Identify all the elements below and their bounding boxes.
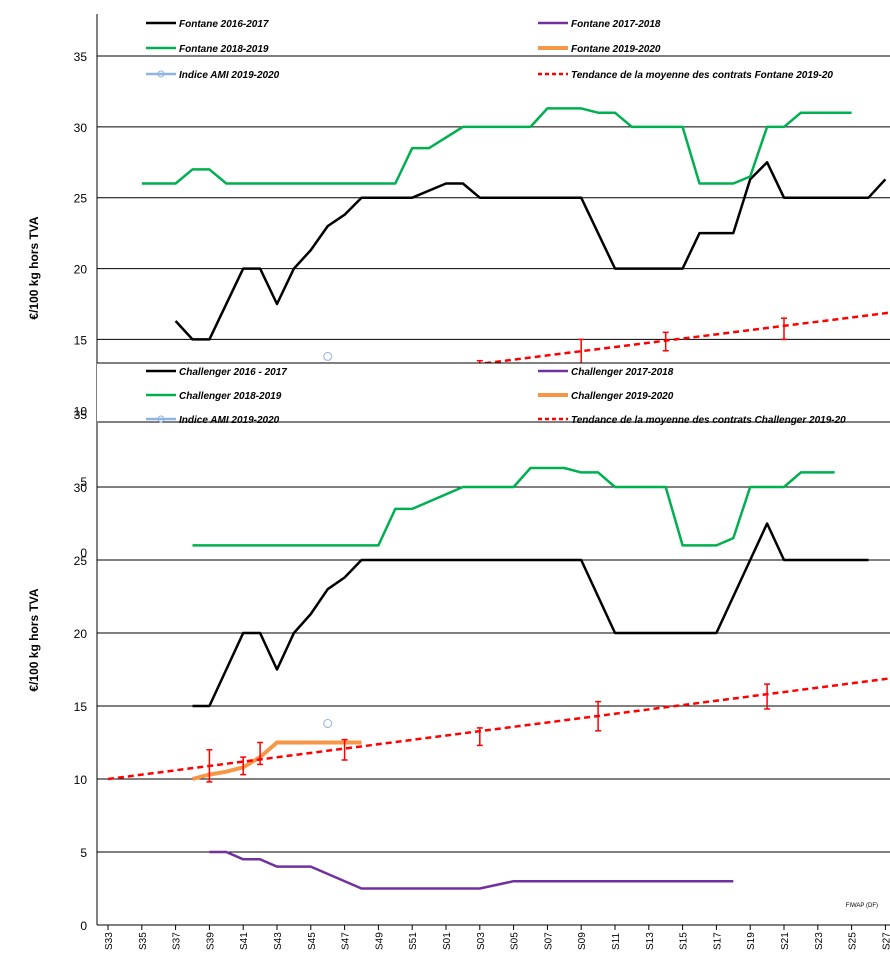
ami-point — [323, 719, 333, 729]
x-tick-label: S35 — [138, 932, 149, 950]
series-line — [191, 740, 362, 781]
legend-label: Challenger 2018-2019 — [179, 391, 282, 402]
legend-box — [97, 363, 890, 423]
series-line — [107, 677, 890, 781]
y-tick-label: 30 — [74, 121, 88, 135]
legend-marker — [157, 415, 165, 423]
legend-label: Fontane 2019-2020 — [571, 44, 661, 55]
y-tick-label: 5 — [80, 846, 87, 860]
y-tick-label: 15 — [74, 333, 88, 347]
ami-point — [323, 351, 333, 361]
y-tick-label: 0 — [80, 919, 87, 933]
y-tick-label: 10 — [74, 404, 88, 418]
y-tick-label: 25 — [74, 554, 88, 568]
x-tick-label: S27 — [881, 932, 890, 950]
y-tick-label: 0 — [80, 546, 87, 560]
x-tick-label: S03 — [476, 932, 487, 950]
fontane-chart: 0 5 10 15 20 25 30 35 €/100 kg hors TVA Fontane 2… — [27, 14, 890, 560]
series-line — [260, 311, 890, 390]
x-tick-label: S13 — [645, 932, 656, 950]
x-tick-label: S23 — [814, 932, 825, 950]
legend-label: Challenger 2017-2018 — [571, 367, 674, 378]
legend-label: Challenger 2019-2020 — [571, 391, 674, 402]
x-tick-label: S19 — [746, 932, 757, 950]
y-tick-label: 20 — [74, 263, 88, 277]
x-tick-label: S41 — [239, 932, 250, 950]
x-tick-label: S51 — [408, 932, 419, 950]
x-tick-label: S01 — [442, 932, 453, 950]
series-line — [209, 850, 734, 890]
x-tick-label: S33 — [104, 932, 115, 950]
y-tick-label: 20 — [74, 627, 88, 641]
x-tick-label: S05 — [510, 932, 521, 950]
x-tick-label: S11 — [611, 933, 622, 950]
series-line — [174, 161, 887, 341]
legend-label: Indice AMI 2019-2020 — [179, 70, 280, 81]
legend-label: Fontane 2016-2017 — [179, 19, 269, 30]
legend-label: Indice AMI 2019-2020 — [179, 415, 280, 426]
series-line — [141, 107, 852, 185]
y-tick-label: 5 — [80, 475, 87, 489]
x-tick-label: S49 — [374, 932, 385, 950]
legend-label: Tendance de la moyenne des contrats Font… — [571, 70, 833, 81]
y-tick-label: 35 — [74, 408, 88, 422]
x-tick-label: S39 — [205, 932, 216, 950]
x-tick-label: S21 — [780, 932, 791, 950]
x-tick-label: S43 — [273, 932, 284, 950]
legend-label: Fontane 2018-2019 — [179, 44, 269, 55]
y-tick-label: 15 — [74, 700, 88, 714]
x-tick-label: S17 — [712, 932, 723, 950]
series-line — [192, 522, 869, 708]
legend-label: Fontane 2017-2018 — [571, 19, 661, 30]
x-tick-label: S25 — [848, 932, 859, 950]
source-note: FIWAP (DF) — [846, 903, 878, 909]
y-axis-label: €/100 kg hors TVA — [27, 588, 41, 691]
plot-area — [96, 14, 890, 390]
x-tick-label: S45 — [307, 932, 318, 950]
y-tick-label: 25 — [74, 192, 88, 206]
x-tick-label: S47 — [341, 932, 352, 950]
x-tick-label: S15 — [679, 932, 690, 950]
x-tick-label: S37 — [172, 932, 183, 950]
x-tick-label: S07 — [543, 932, 554, 950]
x-tick-label: S09 — [577, 932, 588, 950]
y-tick-label: 30 — [74, 481, 88, 495]
legend-marker — [157, 70, 165, 78]
legend-label: Tendance de la moyenne des contrats Chal… — [571, 415, 846, 426]
challenger-chart: 0 5 10 15 20 25 30 35 €/100 kg hors TVA Challenge… — [27, 362, 890, 950]
y-tick-label: 10 — [74, 773, 88, 787]
y-axis-label: €/100 kg hors TVA — [27, 216, 41, 319]
y-tick-label: 35 — [74, 50, 88, 64]
legend-label: Challenger 2016 - 2017 — [179, 367, 287, 378]
series-line — [192, 466, 835, 547]
